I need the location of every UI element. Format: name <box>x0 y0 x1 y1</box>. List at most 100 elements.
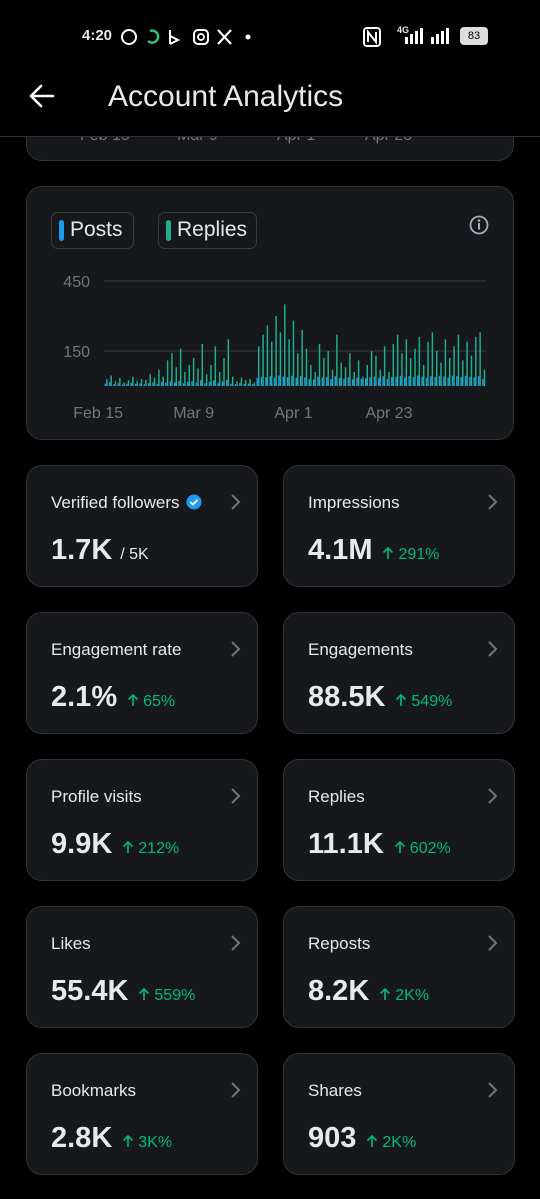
bar <box>173 382 176 386</box>
bar <box>205 374 208 386</box>
value-text: 903 <box>308 1122 357 1154</box>
bar <box>260 376 263 386</box>
bar <box>278 375 280 386</box>
bar <box>160 381 163 386</box>
metric-card[interactable]: Shares 903 2K% <box>283 1053 515 1175</box>
change: 559% <box>138 987 195 1004</box>
bar <box>449 358 451 386</box>
bar <box>162 376 164 386</box>
bar <box>191 381 193 386</box>
bar <box>310 365 312 386</box>
bar <box>291 375 293 386</box>
change: 65% <box>127 693 175 710</box>
legend-item[interactable]: Posts <box>51 212 134 249</box>
bar <box>204 383 206 386</box>
bar <box>482 379 484 386</box>
verified-badge <box>186 494 202 510</box>
bar <box>182 383 185 386</box>
metric-card[interactable]: Likes 55.4K 559% <box>26 906 258 1028</box>
bar <box>338 377 341 386</box>
value-text: 11.1K <box>308 828 384 860</box>
back-button[interactable] <box>28 83 56 109</box>
bar <box>253 382 256 386</box>
bar <box>457 334 460 386</box>
bar <box>391 377 393 386</box>
bar <box>214 346 217 386</box>
up-arrow <box>396 693 407 706</box>
metric-card[interactable]: Bookmarks 2.8K 3K% <box>26 1053 258 1175</box>
metric-card[interactable]: Engagement rate 2.1% 65% <box>26 612 258 734</box>
up-arrow <box>383 546 394 559</box>
bar <box>434 377 436 386</box>
metric-label: Profile visits <box>51 787 142 806</box>
bar <box>479 332 481 386</box>
legend-item[interactable]: Replies <box>158 212 257 249</box>
bar <box>383 346 386 386</box>
bar <box>340 362 342 386</box>
metric-label: Likes <box>51 934 91 953</box>
bar <box>217 382 219 386</box>
bar <box>483 369 486 386</box>
bar <box>106 379 108 386</box>
bar <box>240 377 243 386</box>
bar <box>265 377 267 386</box>
bar <box>456 376 458 386</box>
chevron <box>231 1082 241 1098</box>
bar <box>382 376 384 386</box>
bar <box>422 365 425 386</box>
bar <box>197 368 199 386</box>
bar <box>243 383 245 386</box>
bar <box>166 360 169 386</box>
bar <box>330 379 332 386</box>
metric-card[interactable]: Engagements 88.5K 549% <box>283 612 515 734</box>
bar <box>305 348 308 386</box>
bar <box>258 346 260 386</box>
limit-text: / 5K <box>120 546 149 563</box>
bar <box>469 376 471 386</box>
bar <box>119 377 121 386</box>
bar <box>192 358 195 386</box>
bar <box>152 382 154 386</box>
metric-card[interactable]: Impressions 4.1M 291% <box>283 465 515 587</box>
bar <box>288 339 290 386</box>
bar <box>435 351 438 386</box>
metric-card[interactable]: Profile visits 9.9K 212% <box>26 759 258 881</box>
bar <box>201 344 204 386</box>
bar <box>108 382 111 386</box>
bar <box>379 369 382 386</box>
bar <box>230 383 232 386</box>
bar <box>231 376 234 386</box>
bar <box>425 377 428 386</box>
bar <box>213 380 215 386</box>
legend-label: Posts <box>70 218 123 241</box>
nfc-icon <box>363 27 381 47</box>
info-button[interactable] <box>467 213 491 237</box>
bar <box>366 365 369 386</box>
bar <box>299 376 302 386</box>
metric-value: 2.8K 3K% <box>51 1122 172 1155</box>
up-arrow <box>123 1134 134 1147</box>
bar <box>473 377 475 386</box>
up-arrow <box>128 693 139 706</box>
change: 549% <box>395 693 452 710</box>
bar <box>317 376 319 386</box>
bar <box>392 344 395 386</box>
chevron <box>488 1082 498 1098</box>
bar <box>275 316 277 386</box>
metric-card[interactable]: Reposts 8.2K 2K% <box>283 906 515 1028</box>
bar <box>282 376 284 386</box>
bar <box>364 378 367 386</box>
bar <box>362 376 364 386</box>
bar <box>271 341 273 386</box>
bar <box>178 380 180 386</box>
bar <box>399 375 402 386</box>
bar <box>244 380 247 386</box>
bar <box>417 375 419 386</box>
change-text: 2K% <box>382 1134 417 1151</box>
bar <box>477 376 480 386</box>
metric-label: Impressions <box>308 493 400 512</box>
metric-card[interactable]: Verified followers 1.7K / 5K <box>26 465 258 587</box>
bar <box>430 376 432 386</box>
metric-card[interactable]: Replies 11.1K 602% <box>283 759 515 881</box>
value-text: 88.5K <box>308 681 386 713</box>
